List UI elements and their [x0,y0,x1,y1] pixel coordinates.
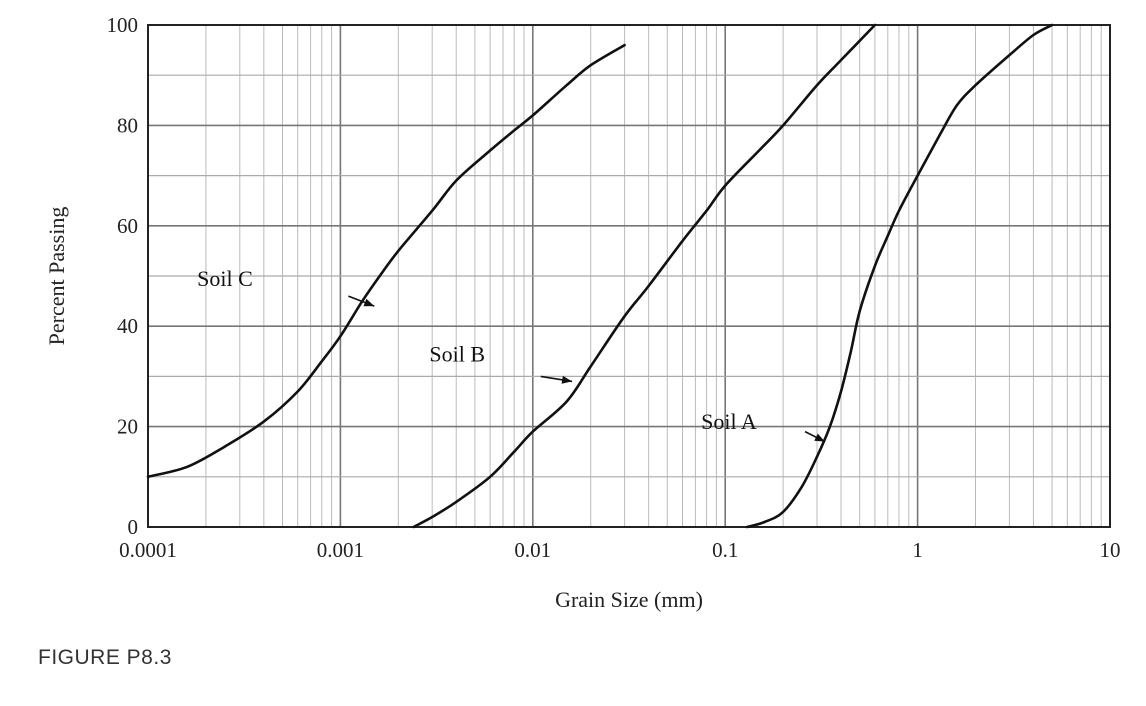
y-tick-label: 80 [117,113,138,137]
curve-soil-a [745,23,1054,529]
arrow-head-soil-a [814,433,825,442]
x-tick-label: 0.001 [317,538,364,562]
arrow-head-soil-c [363,298,375,307]
curve-soil-b [412,23,877,529]
x-tick-label: 0.0001 [119,538,177,562]
y-tick-label: 20 [117,415,138,439]
x-tick-label: 10 [1100,538,1121,562]
y-tick-label: 100 [107,13,139,37]
y-tick-label: 60 [117,214,138,238]
x-tick-label: 0.01 [514,538,551,562]
x-tick-label: 0.1 [712,538,738,562]
x-tick-label: 1 [912,538,923,562]
figure-caption: FIGURE P8.3 [38,646,172,669]
label-soil-c: Soil C [197,266,253,291]
y-axis-title: Percent Passing [44,207,69,346]
plot-frame [147,24,1111,528]
arrow-head-soil-b [561,375,573,384]
curve-soil-c [146,43,626,479]
curves [146,23,1054,529]
y-tick-label: 0 [128,515,139,539]
label-soil-b: Soil B [429,341,485,366]
grid [147,24,1110,528]
label-soil-a: Soil A [701,409,757,434]
series-labels: Soil C Soil B Soil A [197,266,826,443]
x-axis-title: Grain Size (mm) [555,587,703,612]
y-tick-label: 40 [117,314,138,338]
